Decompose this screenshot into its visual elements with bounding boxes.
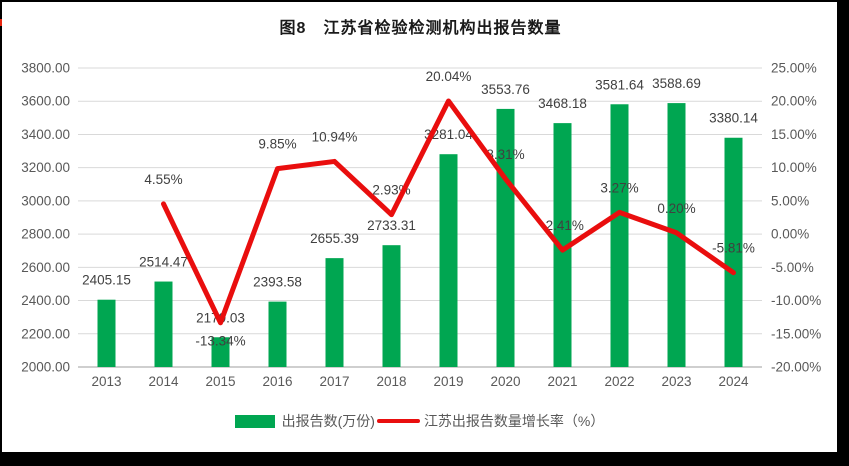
bar-value-label: 2655.39 [310, 231, 359, 246]
bar-value-label: 3281.04 [424, 127, 473, 142]
x-tick-2017: 2017 [319, 374, 349, 389]
bar-value-label: 2514.47 [139, 255, 188, 270]
bar-2013 [97, 299, 116, 367]
left-axis-tick: 3400.00 [21, 127, 70, 142]
bar-value-label: 2733.31 [367, 218, 416, 233]
x-tick-2018: 2018 [376, 374, 406, 389]
bar-2021 [553, 123, 572, 367]
combo-chart: 2000.00 2200.00 2400.00 2600.00 2800.00 3000.… [21, 61, 821, 390]
left-axis-tick: 2200.00 [21, 326, 70, 341]
bar-2024 [724, 137, 743, 367]
line-value-label: 0.20% [657, 201, 695, 216]
x-tick-2024: 2024 [718, 374, 749, 389]
x-tick-2022: 2022 [604, 374, 634, 389]
left-axis-tick: 2600.00 [21, 260, 70, 275]
line-value-label: 3.27% [600, 180, 638, 195]
left-axis-tick: 3000.00 [21, 193, 70, 208]
right-axis-tick: 25.00% [771, 61, 817, 76]
line-value-label: -13.34% [195, 334, 245, 349]
right-axis-tick: -10.00% [771, 293, 821, 308]
x-tick-2019: 2019 [433, 374, 463, 389]
x-tick-2013: 2013 [91, 374, 121, 389]
right-axis-tick: 15.00% [771, 127, 817, 142]
left-axis-tick: 3600.00 [21, 94, 70, 109]
line-value-label: -5.81% [712, 241, 755, 256]
line-value-label: 4.55% [144, 172, 182, 187]
chart-panel: 图8 江苏省检验检测机构出报告数量 2000.00 2200.00 2400.00 2… [2, 2, 837, 452]
bar-value-label: 3581.64 [595, 77, 644, 92]
legend-line-swatch [376, 419, 420, 423]
legend-line-label: 江苏出报告数量增长率（%） [423, 413, 605, 429]
line-value-label: 10.94% [312, 129, 358, 144]
bar-2018 [382, 245, 401, 367]
line-value-label: -2.41% [541, 218, 584, 233]
right-axis-tick: -20.00% [771, 360, 821, 375]
left-axis-tick: 2800.00 [21, 227, 70, 242]
bar-2016 [268, 301, 287, 367]
bar-value-label: 2393.58 [253, 275, 302, 290]
left-axis-tick: 2400.00 [21, 293, 70, 308]
x-tick-2021: 2021 [547, 374, 577, 389]
right-axis-tick: 10.00% [771, 160, 817, 175]
red-edge-mark [0, 19, 3, 26]
chart-legend: 出报告数(万份) 江苏出报告数量增长率（%） [2, 411, 837, 431]
right-axis-tick: 5.00% [771, 193, 809, 208]
right-axis-tick: 0.00% [771, 227, 809, 242]
x-tick-2015: 2015 [205, 374, 235, 389]
x-tick-2023: 2023 [661, 374, 691, 389]
bar-2022 [610, 104, 629, 367]
right-axis-tick: 20.00% [771, 94, 817, 109]
bar-value-label: 3588.69 [652, 76, 701, 91]
legend-bar-swatch [234, 414, 275, 428]
x-tick-2014: 2014 [148, 374, 179, 389]
legend-bar-label: 出报告数(万份) [281, 413, 375, 429]
bar-value-label: 2405.15 [82, 273, 131, 288]
left-axis-tick: 3200.00 [21, 160, 70, 175]
chart-title: 图8 江苏省检验检测机构出报告数量 [279, 20, 562, 37]
left-axis-tick: 2000.00 [21, 360, 70, 375]
bar-value-label: 3380.14 [709, 111, 758, 126]
bar-value-label: 3553.76 [481, 82, 530, 97]
line-value-label: 9.85% [258, 137, 296, 152]
bar-2015 [211, 337, 230, 367]
bar-value-label: 3468.18 [538, 96, 587, 111]
line-value-label: 20.04% [426, 69, 472, 84]
x-tick-2020: 2020 [490, 374, 520, 389]
bar-2019 [439, 154, 458, 367]
right-axis-tick: -5.00% [771, 260, 814, 275]
left-axis-tick: 3800.00 [21, 61, 70, 76]
right-axis-tick: -15.00% [771, 326, 821, 341]
x-tick-2016: 2016 [262, 374, 292, 389]
bar-2017 [325, 258, 344, 367]
bar-2014 [154, 281, 173, 367]
line-value-label: 8.31% [486, 147, 524, 162]
growth-rate-line [161, 98, 736, 326]
